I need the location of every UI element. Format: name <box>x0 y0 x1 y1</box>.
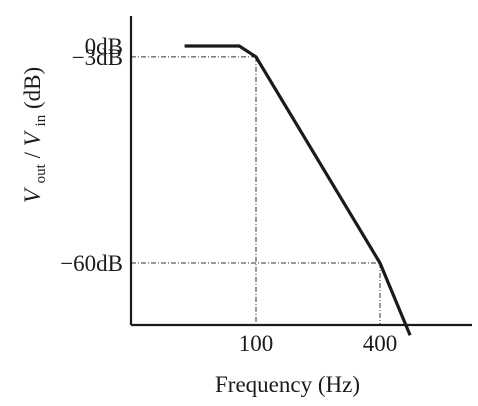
x-tick-label: 400 <box>363 331 398 356</box>
y-tick-label: −60dB <box>60 251 123 276</box>
y-tick-labels: 0dB−3dB −60dB <box>60 34 123 276</box>
y-separator: / <box>20 151 45 158</box>
y-tick-label: 0dB <box>85 34 123 59</box>
axes <box>129 16 472 327</box>
x-tick-label: 100 <box>239 331 274 356</box>
series-layer <box>184 44 412 336</box>
magnitude-response-line <box>184 44 412 336</box>
y-numerator-subscript: out <box>33 163 49 183</box>
x-axis-title: Frequency (Hz) <box>215 372 360 397</box>
y-denominator-subscript: in <box>33 114 49 126</box>
y-denominator-symbol: V <box>20 129 45 146</box>
y-numerator-symbol: V <box>20 186 45 203</box>
reference-lines <box>131 56 381 325</box>
y-unit: (dB) <box>20 67 45 109</box>
y-axis-title: V out / V in (dB) <box>20 67 50 203</box>
x-tick-labels: 100 400 <box>239 331 398 356</box>
y-tick-label: −3dB <box>72 45 123 70</box>
